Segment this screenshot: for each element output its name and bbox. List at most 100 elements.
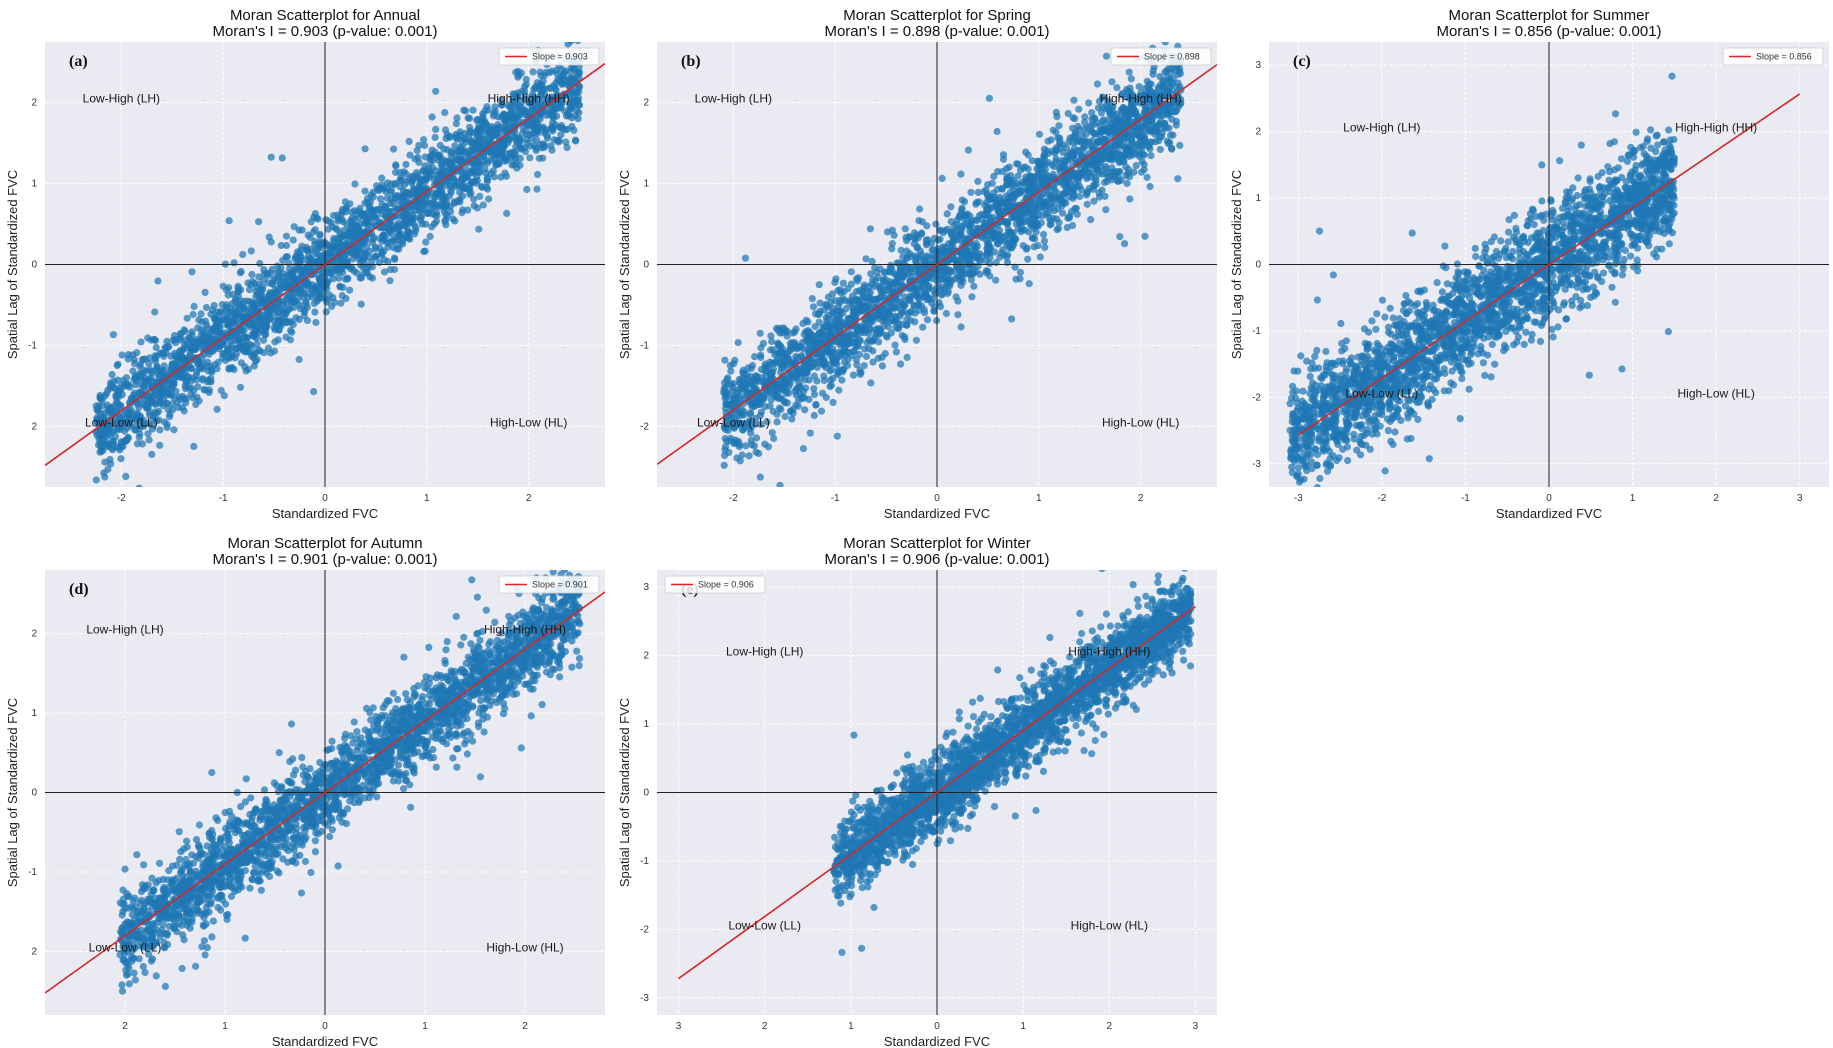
data-point (361, 250, 369, 258)
outlier-point (356, 204, 364, 212)
data-point (769, 407, 777, 415)
data-point (197, 310, 205, 318)
data-point (539, 102, 547, 110)
x-tick-label: 1 (424, 493, 430, 504)
data-point (136, 414, 144, 422)
data-point (838, 376, 846, 384)
data-point (1090, 197, 1098, 205)
data-point (323, 298, 331, 306)
data-point (145, 436, 153, 444)
data-point (888, 240, 896, 248)
data-point (447, 151, 455, 159)
data-point (233, 332, 241, 340)
data-point (248, 270, 256, 279)
outlier-point (392, 168, 400, 176)
data-point (903, 321, 911, 329)
data-point (1040, 237, 1048, 245)
data-point (445, 192, 454, 200)
data-point (916, 205, 924, 213)
data-point (98, 445, 106, 453)
data-point (256, 259, 264, 268)
data-point (1063, 144, 1071, 152)
data-point (406, 151, 414, 159)
data-point (483, 159, 492, 167)
data-point (1143, 173, 1151, 181)
outlier-point (242, 367, 250, 375)
data-point (210, 301, 218, 310)
data-point (311, 226, 319, 234)
data-point (402, 170, 410, 178)
data-point (815, 318, 823, 326)
outlier-point (114, 403, 122, 412)
data-point (390, 254, 399, 262)
data-point (832, 338, 840, 346)
data-point (846, 299, 854, 307)
outlier-point (375, 205, 383, 213)
outlier-point (428, 113, 436, 121)
data-point (799, 319, 807, 328)
data-point (572, 89, 580, 97)
outlier-point (475, 225, 483, 233)
data-point (509, 94, 517, 102)
data-point (236, 383, 245, 391)
data-point (310, 264, 318, 272)
data-point (234, 300, 242, 308)
data-point (1102, 120, 1110, 128)
data-point (417, 207, 425, 215)
data-point (895, 259, 903, 267)
data-point (275, 298, 283, 306)
data-point (1123, 179, 1131, 188)
data-point (755, 449, 763, 457)
data-point (183, 314, 191, 322)
data-point (1071, 115, 1079, 123)
data-point (1127, 75, 1135, 83)
data-point (484, 185, 492, 193)
data-point (95, 436, 103, 444)
data-point (461, 129, 469, 138)
data-point (144, 392, 152, 400)
data-point (774, 388, 783, 396)
data-point (801, 406, 809, 414)
data-point (504, 101, 512, 109)
data-point (555, 76, 563, 84)
data-point (231, 354, 239, 362)
data-point (947, 203, 955, 211)
data-point (1148, 138, 1156, 146)
data-point (268, 265, 276, 274)
data-point (195, 316, 203, 324)
data-point (1099, 103, 1107, 111)
data-point (1125, 68, 1133, 76)
data-point (137, 338, 145, 346)
data-point (489, 112, 498, 120)
data-point (894, 272, 902, 280)
data-point (785, 389, 793, 397)
data-point (815, 310, 823, 318)
data-point (394, 219, 402, 227)
data-point (752, 372, 760, 380)
data-point (736, 379, 744, 387)
data-point (911, 318, 919, 326)
data-point (413, 146, 421, 154)
data-point (160, 362, 168, 370)
data-point (276, 317, 284, 325)
data-point (201, 317, 210, 325)
outlier-point (135, 484, 143, 487)
data-point (799, 393, 807, 401)
data-point (777, 360, 785, 368)
outlier-point (126, 416, 134, 424)
data-point (817, 407, 826, 415)
data-point (153, 362, 161, 370)
data-point (331, 298, 339, 307)
outlier-point (187, 384, 195, 392)
data-point (297, 267, 305, 275)
data-point (1088, 109, 1096, 117)
data-point (529, 122, 537, 130)
data-point (552, 66, 560, 75)
data-point (308, 293, 316, 301)
data-point (839, 279, 848, 287)
data-point (826, 383, 834, 391)
data-point (1040, 230, 1048, 239)
data-point (523, 109, 531, 117)
data-point (332, 267, 340, 275)
data-point (287, 326, 295, 334)
